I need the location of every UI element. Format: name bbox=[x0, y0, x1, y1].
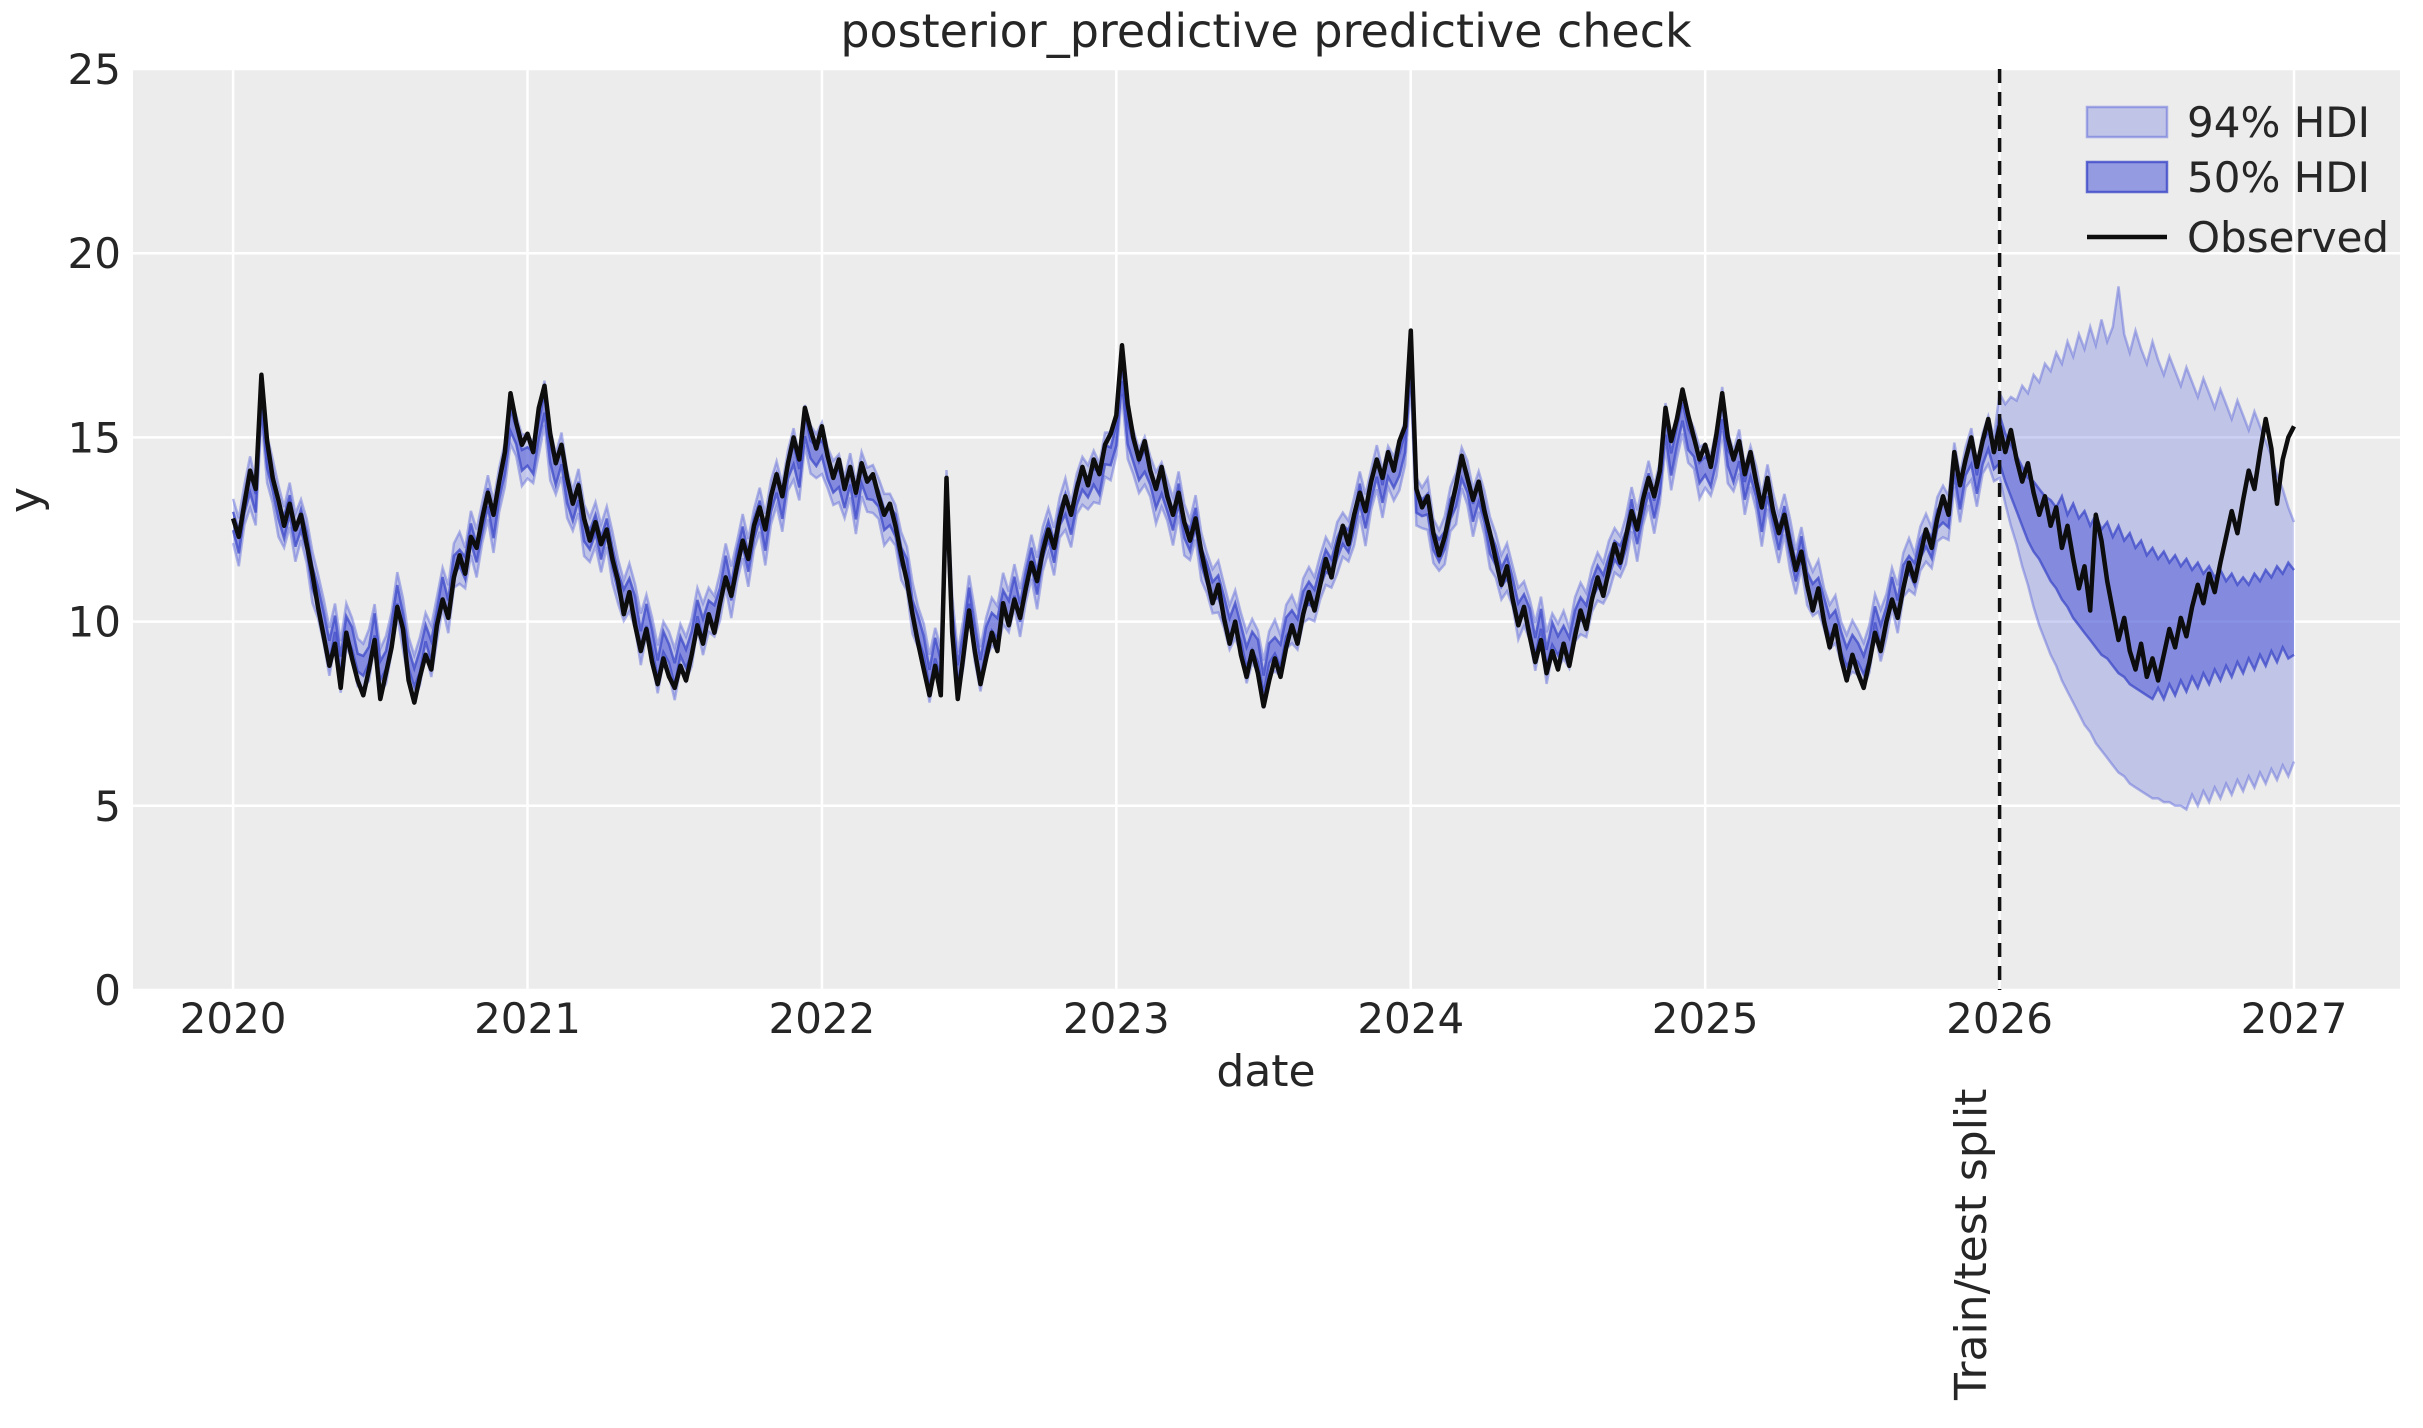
y-tick-label: 20 bbox=[68, 229, 121, 278]
observed-line bbox=[230, 328, 2297, 709]
legend-label-observed: Observed bbox=[2187, 213, 2389, 262]
y-tick-label: 15 bbox=[68, 413, 121, 462]
y-tick-label: 10 bbox=[68, 598, 121, 647]
series-layer bbox=[230, 69, 2297, 990]
legend-label-50-hdi: 50% HDI bbox=[2187, 153, 2370, 202]
x-tick-label: 2021 bbox=[474, 994, 581, 1043]
legend-swatch-50-hdi bbox=[2085, 160, 2169, 194]
tick-labels: 2020 2021 2022 2023 2024 2025 2026 202705101520… bbox=[68, 45, 2348, 1043]
x-tick-label: 2027 bbox=[2241, 994, 2348, 1043]
x-tick-label: 2024 bbox=[1357, 994, 1464, 1043]
y-tick-label: 25 bbox=[68, 45, 121, 94]
legend-swatch-94-hdi bbox=[2085, 105, 2169, 139]
split-annotation: Train/test split bbox=[1946, 1089, 1997, 1401]
plot-area bbox=[133, 69, 2400, 990]
legend: 94% HDI 50% HDI Observed bbox=[2085, 98, 2389, 262]
x-tick-label: 2022 bbox=[768, 994, 875, 1043]
x-tick-label: 2025 bbox=[1652, 994, 1759, 1043]
chart-title: posterior_predictive predictive check bbox=[840, 4, 1692, 58]
legend-label-94-hdi: 94% HDI bbox=[2187, 98, 2370, 147]
x-tick-label: 2020 bbox=[180, 994, 287, 1043]
y-axis-label: y bbox=[0, 487, 51, 513]
x-axis-label: date bbox=[1216, 1046, 1315, 1097]
x-tick-label: 2023 bbox=[1063, 994, 1170, 1043]
y-tick-label: 5 bbox=[94, 782, 121, 831]
y-tick-label: 0 bbox=[94, 966, 121, 1015]
x-tick-label: 2026 bbox=[1946, 994, 2053, 1043]
